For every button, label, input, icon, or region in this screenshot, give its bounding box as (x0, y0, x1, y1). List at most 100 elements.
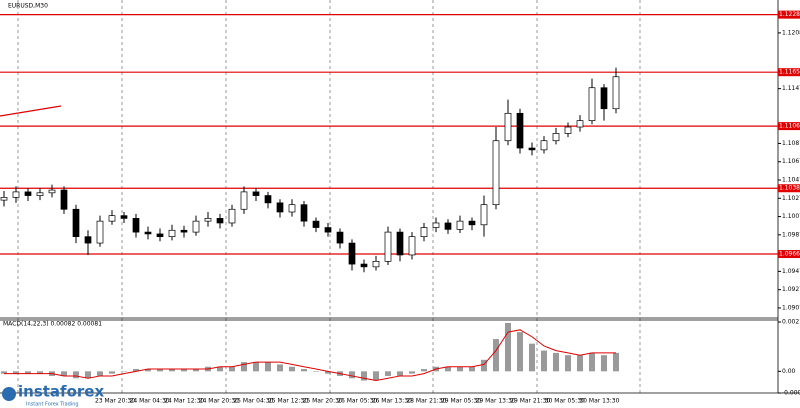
candle-body (204, 218, 212, 222)
candle-body (60, 189, 68, 210)
logo-text: instaforex (18, 383, 104, 401)
candle-body (276, 202, 284, 213)
x-tick-label: 26 Mar 05:30 (337, 398, 377, 405)
candle-body (576, 120, 584, 128)
candle-body (300, 204, 308, 222)
macd-bar (541, 350, 547, 372)
candle-body (456, 220, 464, 230)
macd-bar (277, 364, 283, 372)
candle-body (528, 147, 536, 151)
candle-body (324, 227, 332, 233)
candle-body (156, 233, 164, 238)
macd-bar (505, 322, 511, 372)
level-label-bg (778, 10, 800, 19)
trend-line (0, 105, 62, 117)
x-tick-label: 24 Mar 12:30 (164, 398, 204, 405)
candle-body (516, 112, 524, 149)
y-tick-label: 1.1147 (782, 85, 800, 92)
level-label: 1.1165 (779, 69, 800, 76)
macd-bar (421, 369, 427, 372)
candle-body (420, 227, 428, 238)
y-tick-label: 1.1007 (782, 213, 800, 220)
candle-body (396, 231, 404, 256)
candle-body (480, 204, 488, 226)
macd-bar (289, 366, 295, 372)
level-label-bg (778, 250, 800, 259)
candle-body (504, 112, 512, 142)
y-tick-label: -0.00094 (782, 390, 800, 397)
macd-bar (313, 371, 319, 372)
macd-bar (37, 371, 43, 374)
x-tick-label: 24 Mar 20:30 (199, 398, 239, 405)
candle-body (564, 126, 572, 134)
x-tick-label: 25 Mar 04:30 (233, 398, 273, 405)
macd-bar (577, 355, 583, 372)
macd-bar (325, 371, 331, 374)
candle-body (96, 220, 104, 244)
x-tick-label: 30 Mar 13:30 (579, 398, 619, 405)
macd-bar (217, 366, 223, 372)
macd-bar (469, 366, 475, 372)
y-tick-label: 0.00214 (782, 319, 800, 326)
candle-body (84, 236, 92, 244)
x-tick-label: 25 Mar 12:30 (268, 398, 308, 405)
candle-body (216, 218, 224, 224)
macd-bar (61, 371, 67, 376)
level-label: 1.1038 (779, 185, 800, 192)
y-tick-label: 1.0987 (782, 231, 800, 238)
x-tick-label: 29 Mar 13:30 (476, 398, 516, 405)
x-tick-label: 25 Mar 20:30 (303, 398, 343, 405)
candle-body (444, 222, 452, 230)
macd-bar (565, 355, 571, 372)
logo: instaforex Instant Forex Trading (2, 383, 104, 408)
macd-bar (553, 352, 559, 372)
chart-title: EURUSD,M30 (8, 3, 48, 10)
candle-body (228, 208, 236, 224)
y-tick-label: 1.1027 (782, 195, 800, 202)
signal-line (4, 329, 616, 382)
candle-body (468, 220, 476, 226)
candle-body (432, 222, 440, 228)
x-tick-label: 28 Mar 21:30 (406, 398, 446, 405)
macd-bar (1, 371, 7, 374)
candle-body (48, 189, 56, 194)
macd-bar (241, 362, 247, 372)
y-tick-label: 1.1067 (782, 158, 800, 165)
macd-bar (349, 371, 355, 379)
macd-bar (13, 371, 19, 374)
level-label: 1.1228 (779, 11, 800, 18)
candle-body (588, 87, 596, 121)
candle-body (360, 263, 368, 268)
macd-bar (601, 355, 607, 372)
candle-body (312, 220, 320, 228)
x-tick-label: 30 Mar 05:30 (545, 398, 585, 405)
y-tick-label: 0.00 (782, 368, 796, 375)
logo-tagline: Instant Forex Trading (26, 402, 79, 408)
candle-body (492, 140, 500, 206)
candle-body (12, 191, 20, 198)
candle-body (600, 87, 608, 110)
level-label: 1.1106 (779, 123, 800, 130)
candle-body (36, 192, 44, 196)
y-tick-label: 1.0927 (782, 286, 800, 293)
level-label-bg (778, 68, 800, 77)
macd-bar (481, 359, 487, 372)
candle-body (336, 231, 344, 244)
macd-bar (529, 343, 535, 372)
level-label-bg (778, 122, 800, 131)
macd-bar (457, 366, 463, 372)
macd-bar (157, 369, 163, 372)
macd-bar (445, 366, 451, 372)
macd-bar (121, 371, 127, 372)
candle-body (120, 215, 128, 219)
candle-body (552, 133, 560, 142)
macd-bar (97, 371, 103, 376)
macd-bar (517, 332, 523, 372)
candle-body (192, 220, 200, 233)
macd-bar (589, 352, 595, 372)
x-tick-label: 29 Mar 21:30 (510, 398, 550, 405)
candle-body (24, 191, 32, 196)
macd-bar (181, 369, 187, 372)
